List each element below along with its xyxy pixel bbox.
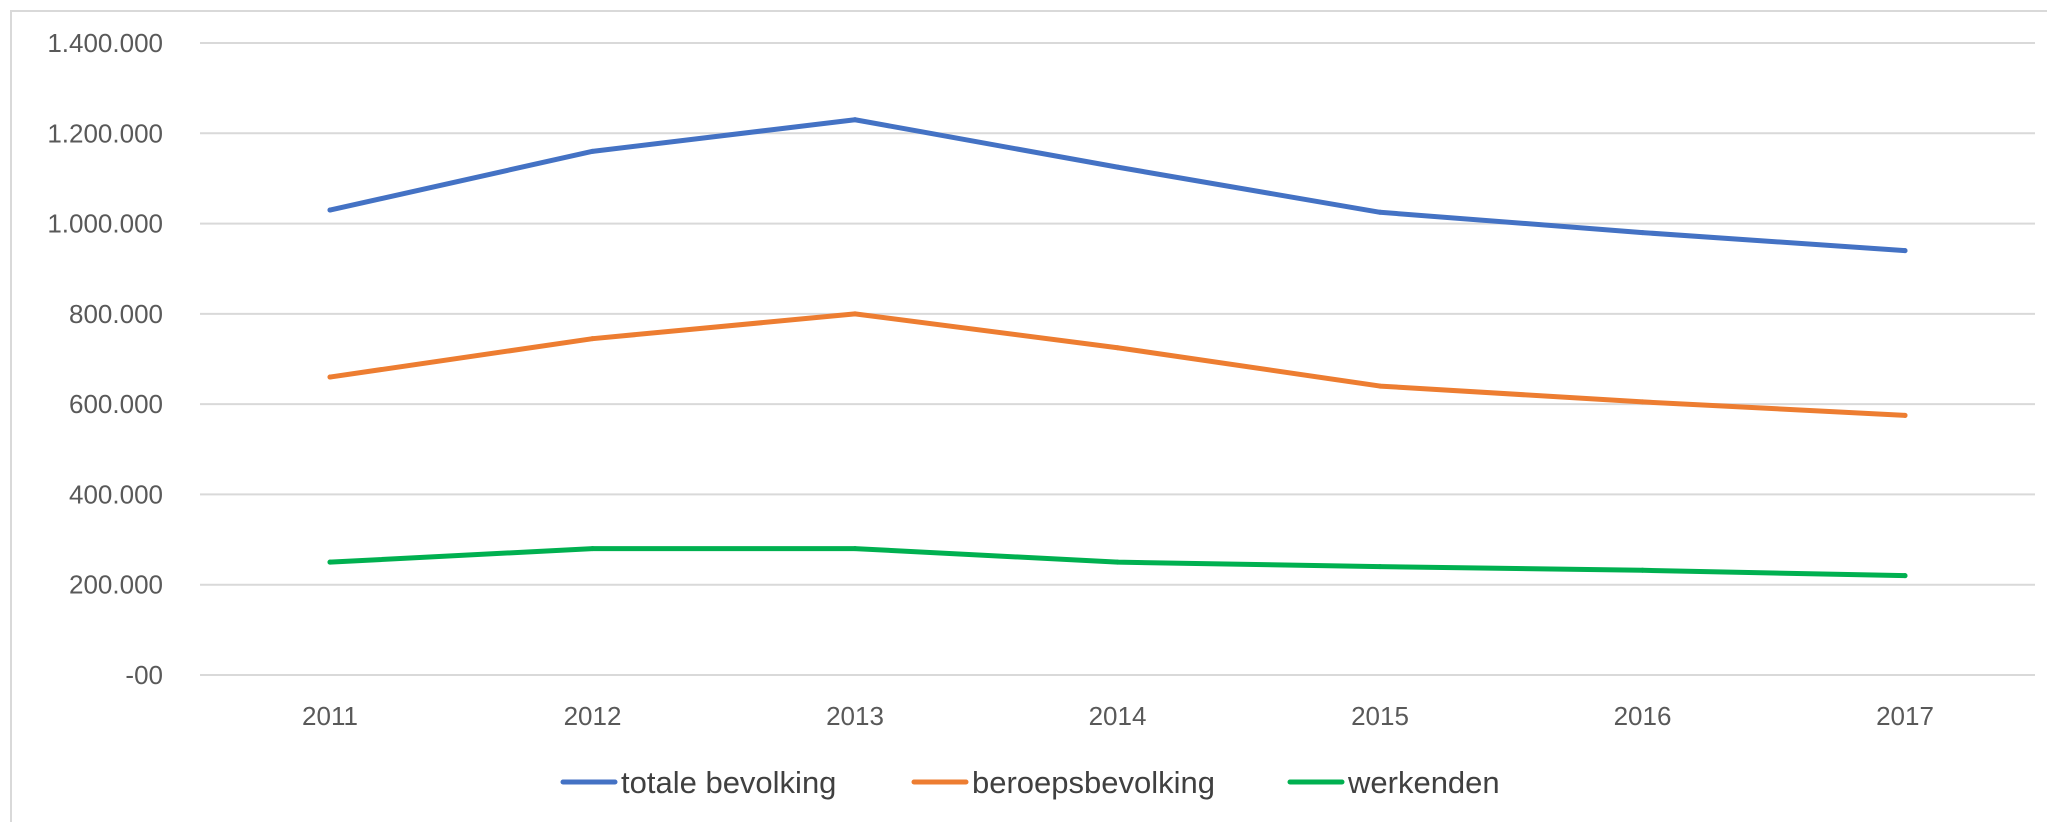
data-point: [1377, 383, 1383, 389]
data-point: [590, 546, 595, 552]
x-tick-label: 2016: [1614, 701, 1672, 731]
data-point: [1377, 564, 1383, 570]
x-tick-label: 2014: [1089, 701, 1147, 731]
data-point: [1902, 248, 1908, 254]
data-point: [1377, 209, 1383, 215]
data-point: [852, 546, 858, 552]
data-point: [1640, 230, 1645, 236]
legend-label: beroepsbevolking: [972, 765, 1215, 800]
x-axis-tick-labels: 2011 2012 2013 2014 2015 2016 2017: [302, 701, 1934, 731]
legend: totale bevolking beroepsbevolking werkende…: [560, 765, 1500, 800]
y-tick-label: 600.000: [69, 389, 163, 419]
series-line-0: [327, 117, 1908, 254]
y-tick-label: 1.400.000: [47, 28, 163, 58]
legend-label: werkenden: [1347, 765, 1500, 800]
data-point: [327, 559, 333, 565]
y-tick-label: 400.000: [69, 479, 163, 509]
x-tick-label: 2011: [302, 701, 358, 731]
data-point: [1640, 399, 1645, 405]
data-point: [590, 336, 595, 342]
data-point: [327, 207, 333, 213]
y-tick-label: 200.000: [69, 570, 163, 600]
x-tick-label: 2017: [1876, 701, 1934, 731]
data-point: [1640, 567, 1645, 573]
data-point: [1115, 345, 1120, 351]
data-point: [327, 374, 333, 380]
data-point: [1115, 559, 1120, 565]
data-point: [1115, 164, 1120, 170]
chart-frame: [10, 10, 2047, 822]
series-line-1: [327, 311, 1908, 418]
data-point: [1902, 573, 1908, 579]
x-tick-label: 2012: [564, 701, 622, 731]
legend-label: totale bevolking: [621, 765, 836, 800]
series-lines: [327, 117, 1908, 579]
y-tick-label: 1.200.000: [47, 118, 163, 148]
data-point: [590, 148, 595, 154]
x-tick-label: 2015: [1351, 701, 1409, 731]
y-tick-label: 1.000.000: [47, 209, 163, 239]
data-point: [1902, 412, 1908, 418]
data-point: [852, 117, 858, 123]
x-tick-label: 2013: [826, 701, 884, 731]
y-tick-label: 800.000: [69, 299, 163, 329]
y-tick-label: -00: [125, 660, 163, 690]
y-axis-tick-labels: -00 200.000 400.000 600.000 800.000 1.000.000…: [47, 28, 163, 690]
data-point: [852, 311, 858, 317]
gridlines: [200, 42, 2035, 676]
